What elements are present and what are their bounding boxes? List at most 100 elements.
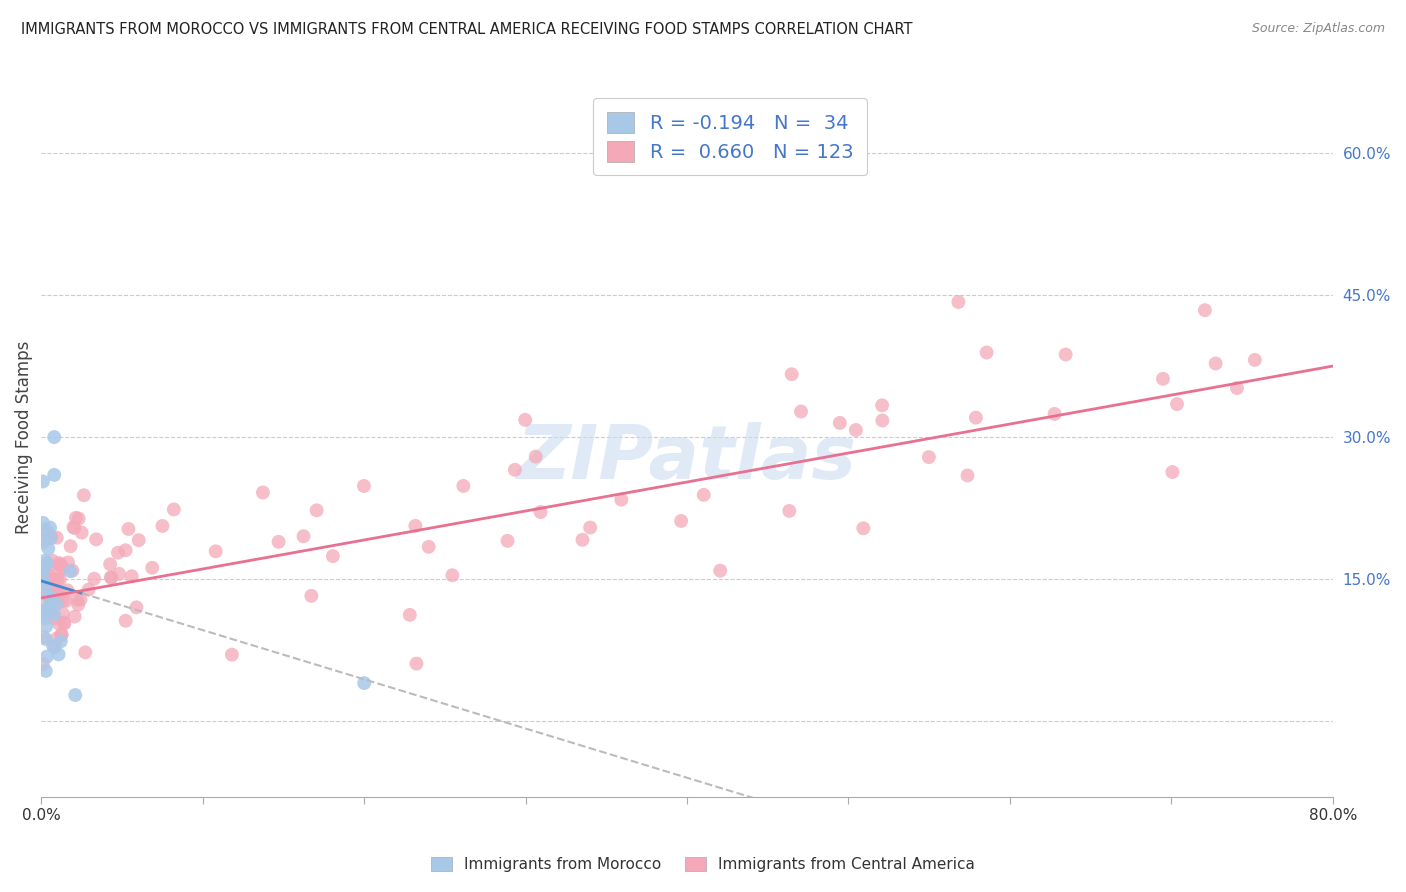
Point xyxy=(44,640,66,655)
Point xyxy=(52,615,75,630)
Point xyxy=(918,450,941,464)
Point xyxy=(32,560,55,574)
Point xyxy=(1243,352,1265,367)
Point xyxy=(141,561,163,575)
Point xyxy=(35,619,58,633)
Point xyxy=(32,572,55,586)
Text: ZIPatlas: ZIPatlas xyxy=(517,422,858,495)
Point xyxy=(32,535,55,549)
Point xyxy=(34,612,56,626)
Point xyxy=(496,533,519,548)
Point xyxy=(114,614,136,628)
Point xyxy=(37,567,59,582)
Point xyxy=(37,524,59,538)
Point xyxy=(353,479,375,493)
Point xyxy=(37,541,59,556)
Point xyxy=(75,645,97,659)
Point xyxy=(852,521,875,535)
Point xyxy=(571,533,593,547)
Point xyxy=(35,649,58,664)
Point xyxy=(39,530,62,544)
Point xyxy=(56,583,79,598)
Y-axis label: Receiving Food Stamps: Receiving Food Stamps xyxy=(15,341,32,533)
Point xyxy=(32,475,55,489)
Point xyxy=(44,581,66,595)
Point xyxy=(267,534,290,549)
Point xyxy=(48,616,70,631)
Point xyxy=(709,564,731,578)
Point xyxy=(579,520,602,534)
Point xyxy=(39,599,62,613)
Point xyxy=(441,568,464,582)
Point xyxy=(63,609,86,624)
Point xyxy=(1152,372,1174,386)
Point xyxy=(1054,347,1077,361)
Point xyxy=(693,488,716,502)
Text: Source: ZipAtlas.com: Source: ZipAtlas.com xyxy=(1251,22,1385,36)
Point xyxy=(221,648,243,662)
Point xyxy=(45,531,67,545)
Point xyxy=(1043,407,1066,421)
Point xyxy=(870,398,893,412)
Point xyxy=(98,558,121,572)
Point xyxy=(34,609,56,624)
Point xyxy=(34,554,56,568)
Point xyxy=(77,582,100,597)
Point xyxy=(49,634,72,648)
Point xyxy=(39,520,62,534)
Point xyxy=(152,519,174,533)
Point xyxy=(48,648,70,662)
Point xyxy=(398,607,420,622)
Point xyxy=(100,570,122,584)
Legend: R = -0.194   N =  34, R =  0.660   N = 123: R = -0.194 N = 34, R = 0.660 N = 123 xyxy=(593,98,868,176)
Point xyxy=(69,592,91,607)
Point xyxy=(37,556,59,570)
Point xyxy=(1205,356,1227,370)
Point xyxy=(65,688,87,702)
Point xyxy=(114,543,136,558)
Point xyxy=(52,561,75,575)
Point xyxy=(100,571,122,585)
Point xyxy=(39,599,62,613)
Point xyxy=(32,583,55,598)
Point xyxy=(73,488,96,502)
Point xyxy=(948,295,970,310)
Point xyxy=(44,586,66,600)
Point xyxy=(59,539,82,553)
Point xyxy=(38,558,60,573)
Point xyxy=(39,605,62,619)
Point xyxy=(84,533,107,547)
Point xyxy=(52,593,75,607)
Point xyxy=(53,616,76,631)
Point xyxy=(67,598,90,612)
Point xyxy=(872,413,894,427)
Point xyxy=(65,511,87,525)
Point xyxy=(610,492,633,507)
Point xyxy=(49,573,72,587)
Point xyxy=(1226,381,1249,395)
Point xyxy=(38,572,60,586)
Point xyxy=(44,430,66,444)
Point xyxy=(353,676,375,690)
Point xyxy=(515,413,537,427)
Point xyxy=(51,627,73,641)
Point xyxy=(1194,303,1216,318)
Point xyxy=(51,628,73,642)
Point xyxy=(83,572,105,586)
Legend: Immigrants from Morocco, Immigrants from Central America: Immigrants from Morocco, Immigrants from… xyxy=(423,849,983,880)
Point xyxy=(956,468,979,483)
Point xyxy=(976,345,998,359)
Point xyxy=(62,564,84,578)
Point xyxy=(46,588,69,602)
Point xyxy=(529,505,551,519)
Point xyxy=(305,503,328,517)
Point xyxy=(59,564,82,578)
Point xyxy=(163,502,186,516)
Point xyxy=(32,657,55,672)
Point xyxy=(42,572,65,586)
Point xyxy=(453,479,475,493)
Point xyxy=(70,525,93,540)
Point xyxy=(32,604,55,618)
Point xyxy=(52,607,75,621)
Point xyxy=(322,549,344,563)
